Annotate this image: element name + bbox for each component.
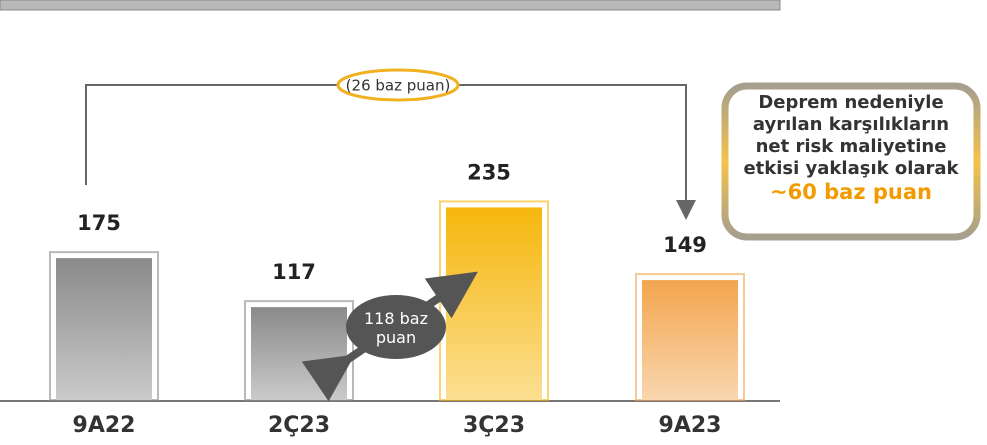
value-label: 117 bbox=[272, 260, 316, 284]
x-tick-label: 2Ç23 bbox=[268, 413, 330, 438]
difference-badge bbox=[346, 295, 446, 359]
x-tick-label: 9A22 bbox=[73, 413, 136, 438]
bar-shade bbox=[446, 207, 542, 400]
bar-shade bbox=[56, 258, 152, 400]
x-tick-label: 3Ç23 bbox=[463, 413, 525, 438]
bar-shade bbox=[251, 307, 347, 400]
bracket-badge bbox=[336, 68, 460, 102]
bracket bbox=[85, 84, 696, 220]
value-label: 175 bbox=[77, 211, 121, 235]
note: Deprem nedeniyle ayrılan karşılıkların n… bbox=[743, 92, 959, 179]
x-tick-label: 9A23 bbox=[659, 413, 722, 438]
bracket-label: (26 baz puan) bbox=[346, 77, 451, 95]
note-box bbox=[721, 82, 981, 241]
banner bbox=[0, 0, 781, 11]
value-label: 149 bbox=[663, 233, 707, 257]
note-text: Deprem nedeniyle ayrılan karşılıkların n… bbox=[738, 92, 964, 205]
value-label: 235 bbox=[467, 160, 511, 184]
note-highlight: ~60 baz puan bbox=[770, 180, 932, 204]
bar-shade bbox=[642, 280, 738, 400]
difference-label: 118 baz puan bbox=[364, 309, 428, 347]
